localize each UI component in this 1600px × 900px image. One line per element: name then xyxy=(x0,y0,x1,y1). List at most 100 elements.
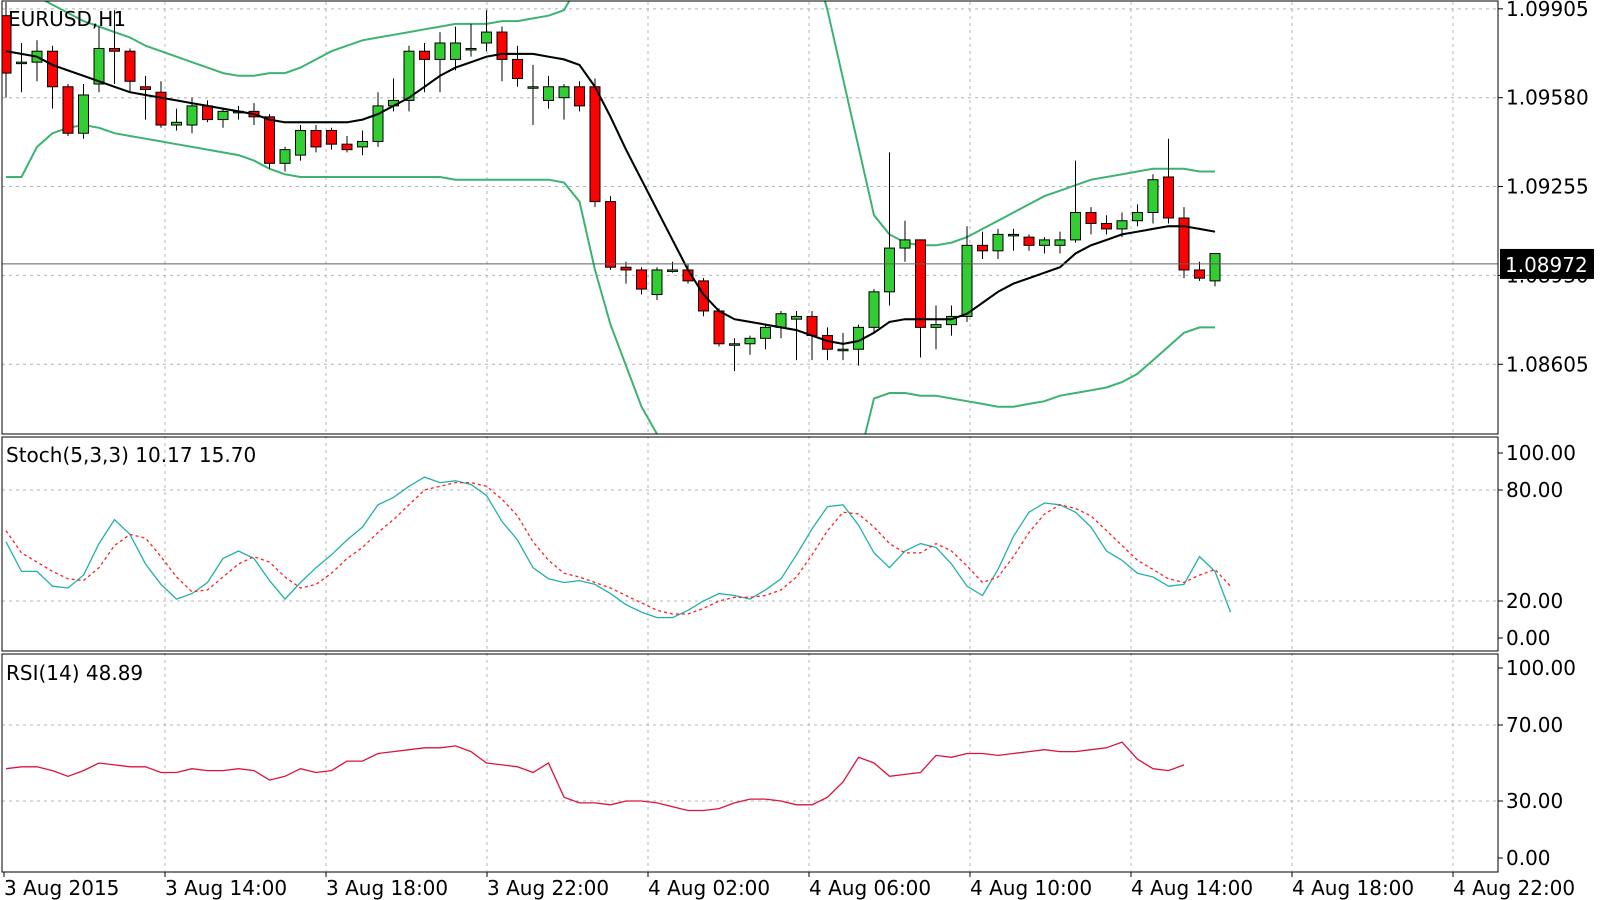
candle-body-bull xyxy=(775,313,787,328)
candle-body-bull xyxy=(527,86,539,89)
candle xyxy=(667,261,678,273)
candle-body-bear xyxy=(1023,236,1035,246)
candle xyxy=(527,64,539,126)
symbol-label: EURUSD,H1 xyxy=(8,7,126,31)
stoch-tick-label: 80.00 xyxy=(1506,478,1563,502)
candle xyxy=(295,125,306,161)
candle-body-bull xyxy=(186,105,198,126)
rsi-series-line xyxy=(5,741,1185,812)
candle xyxy=(837,332,849,361)
candle xyxy=(589,78,601,208)
candle-body-bear xyxy=(264,116,275,164)
current-price-label: 1.08972 xyxy=(1505,253,1588,277)
x-tick-label: 3 Aug 18:00 xyxy=(326,876,448,900)
candle xyxy=(403,45,415,112)
candle xyxy=(16,43,27,93)
candle-body-bear xyxy=(636,269,647,290)
rsi-tick-label: 0.00 xyxy=(1506,846,1551,870)
x-tick-label: 3 Aug 2015 xyxy=(4,876,119,900)
candle xyxy=(574,81,585,112)
candle-body-bull xyxy=(667,269,678,272)
candle xyxy=(992,228,1004,260)
price-axis: 1.099051.095801.092551.089301.08605100.0… xyxy=(1498,0,1589,870)
candle-body-bull xyxy=(760,326,771,339)
candle xyxy=(1116,212,1128,238)
candle-body-bull xyxy=(1116,220,1128,230)
candle-body-bear xyxy=(341,143,353,151)
candle xyxy=(558,84,570,120)
candle xyxy=(171,108,182,131)
candle-body-bear xyxy=(496,31,508,60)
candle-body-bear xyxy=(1194,269,1205,279)
candle-body-bull xyxy=(946,315,957,326)
x-tick-label: 4 Aug 06:00 xyxy=(809,876,931,900)
candle xyxy=(31,40,43,82)
y-tick-label: 1.09580 xyxy=(1506,86,1589,110)
moving-average-line xyxy=(5,50,1216,345)
candle-body-bull xyxy=(465,47,477,51)
candle-body-bull xyxy=(1008,233,1019,237)
candle-body-bear xyxy=(806,315,818,337)
candle-body-bull xyxy=(899,239,911,249)
candle-body-bear xyxy=(109,47,120,52)
candle xyxy=(605,196,616,270)
candle xyxy=(1209,253,1221,287)
candle xyxy=(1070,160,1081,243)
bollinger-lower-line xyxy=(6,123,1215,434)
candle-body-bull xyxy=(651,269,663,296)
candle xyxy=(512,45,523,87)
candle-body-bear xyxy=(620,266,632,271)
candle-body-bear xyxy=(124,50,136,82)
candle xyxy=(2,2,12,98)
candle-body-bear xyxy=(155,91,167,126)
candles xyxy=(2,2,1221,372)
candle-body-bull xyxy=(1209,253,1221,282)
candle xyxy=(109,10,120,85)
stoch-pane-frame xyxy=(1,436,1499,652)
candle xyxy=(124,48,136,93)
candle-body-bear xyxy=(713,310,725,345)
time-axis: 3 Aug 2015 3 Aug 14:00 3 Aug 18:00 3 Aug 22… xyxy=(3,872,1575,900)
stoch-main-line xyxy=(5,476,1232,619)
candle xyxy=(1085,207,1097,235)
candle xyxy=(1054,231,1066,254)
candle xyxy=(202,100,213,123)
candle-body-bear xyxy=(1085,212,1097,224)
candle-body-bull xyxy=(171,121,182,126)
x-tick-label: 3 Aug 14:00 xyxy=(165,876,287,900)
candle-body-bear xyxy=(47,50,58,88)
bollinger-upper-line xyxy=(43,1,1215,247)
candle xyxy=(1023,234,1035,251)
rsi-line xyxy=(5,741,1185,812)
candle-body-bull xyxy=(729,343,740,346)
candle xyxy=(884,152,895,306)
candle-body-bear xyxy=(1101,222,1112,230)
candle-body-bear xyxy=(62,86,74,134)
candle-body-bull xyxy=(217,110,229,121)
candle-body-bull xyxy=(1132,212,1143,222)
candle xyxy=(1039,237,1050,254)
candle xyxy=(760,324,771,350)
candle-body-bear xyxy=(977,244,988,252)
candle-body-bull xyxy=(1147,179,1159,214)
candle-body-bull xyxy=(868,291,880,328)
candle xyxy=(1008,228,1019,251)
candle xyxy=(357,130,368,156)
candle xyxy=(1163,138,1174,224)
candle-body-bull xyxy=(357,140,368,148)
candle xyxy=(915,239,926,358)
main-pane-frame xyxy=(1,0,1499,435)
candle xyxy=(791,310,802,361)
candle-body-bull xyxy=(837,348,849,352)
stoch-tick-label: 100.00 xyxy=(1506,441,1576,465)
candle-body-bear xyxy=(915,239,926,328)
candle-body-bear xyxy=(419,50,430,60)
x-tick-label: 4 Aug 22:00 xyxy=(1453,876,1575,900)
candle xyxy=(341,135,353,153)
candle xyxy=(310,125,322,153)
candle xyxy=(543,75,554,109)
candle xyxy=(465,23,477,57)
candle xyxy=(78,84,89,139)
candle-body-bear xyxy=(1163,176,1174,219)
candle xyxy=(775,310,787,339)
